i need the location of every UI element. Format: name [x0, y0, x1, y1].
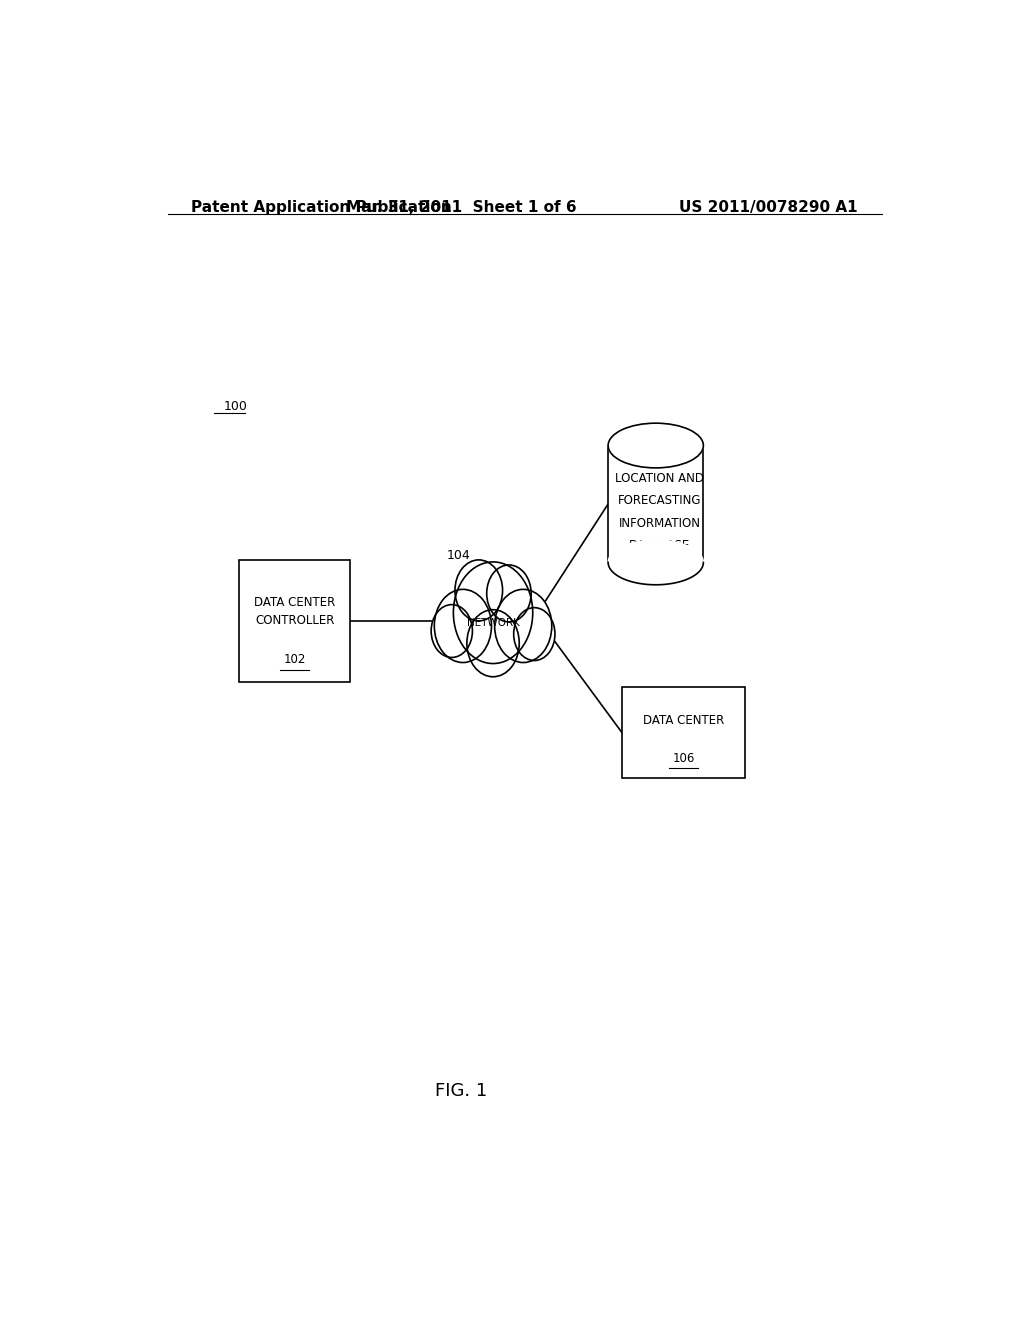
Text: Patent Application Publication: Patent Application Publication: [191, 201, 453, 215]
Text: 104: 104: [447, 549, 471, 562]
Text: 100: 100: [223, 400, 247, 413]
Text: FORECASTING: FORECASTING: [617, 495, 701, 507]
Text: INFORMATION: INFORMATION: [618, 517, 700, 529]
Circle shape: [486, 565, 531, 622]
Ellipse shape: [608, 540, 703, 585]
Circle shape: [467, 610, 519, 677]
Ellipse shape: [608, 424, 703, 467]
Text: LOCATION AND: LOCATION AND: [615, 473, 705, 484]
Text: 106: 106: [673, 751, 694, 764]
Text: FIG. 1: FIG. 1: [435, 1082, 487, 1101]
Text: 108: 108: [648, 557, 671, 569]
Text: Mar. 31, 2011  Sheet 1 of 6: Mar. 31, 2011 Sheet 1 of 6: [346, 201, 577, 215]
Text: US 2011/0078290 A1: US 2011/0078290 A1: [680, 201, 858, 215]
Text: DATA CENTER: DATA CENTER: [254, 597, 335, 609]
Text: DATA CENTER: DATA CENTER: [643, 714, 724, 727]
Bar: [608, 446, 703, 562]
Circle shape: [434, 589, 492, 663]
Text: CONTROLLER: CONTROLLER: [255, 614, 335, 627]
Circle shape: [455, 560, 503, 620]
FancyBboxPatch shape: [239, 560, 350, 682]
Text: DATABASE: DATABASE: [629, 539, 690, 552]
Circle shape: [454, 562, 532, 664]
Circle shape: [495, 589, 552, 663]
Circle shape: [514, 607, 555, 660]
Circle shape: [431, 605, 472, 657]
FancyBboxPatch shape: [622, 686, 745, 779]
Text: NETWORK: NETWORK: [467, 618, 519, 628]
Text: 102: 102: [284, 653, 306, 667]
